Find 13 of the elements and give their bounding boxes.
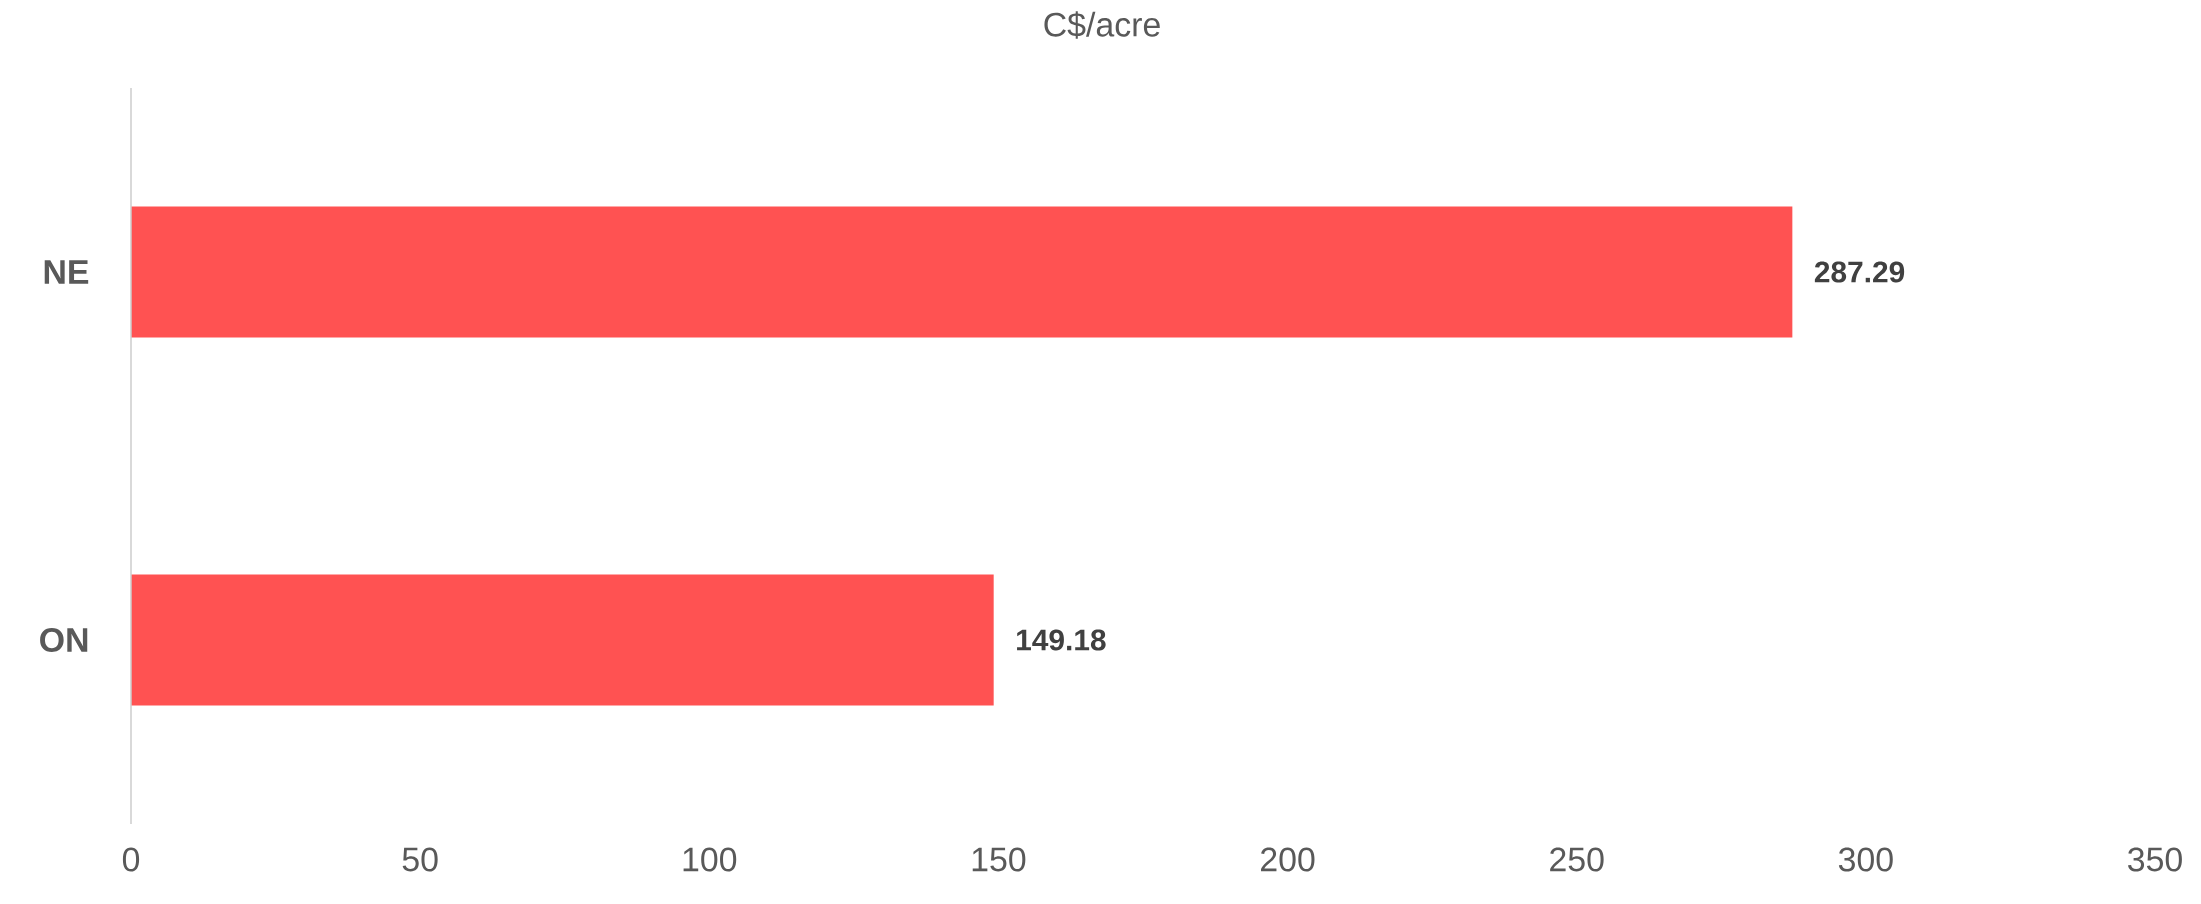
chart-title: C$/acre [1044, 11, 1160, 39]
x-tick-label: 50 [402, 847, 438, 872]
x-tick-label: 0 [122, 847, 140, 872]
data-label: 149.18 [1017, 629, 1106, 651]
y-tick-label: ON [40, 628, 88, 652]
x-tick-label: 300 [1838, 847, 1893, 872]
y-tick-label: NE [44, 260, 89, 284]
x-tick-label: 100 [683, 847, 737, 872]
data-label: 287.29 [1814, 261, 1905, 283]
x-tick-label: 250 [1550, 847, 1604, 872]
x-tick-label: 350 [2128, 847, 2182, 872]
x-tick-label: 150 [972, 847, 1026, 872]
x-tick-label: 200 [1261, 847, 1315, 872]
